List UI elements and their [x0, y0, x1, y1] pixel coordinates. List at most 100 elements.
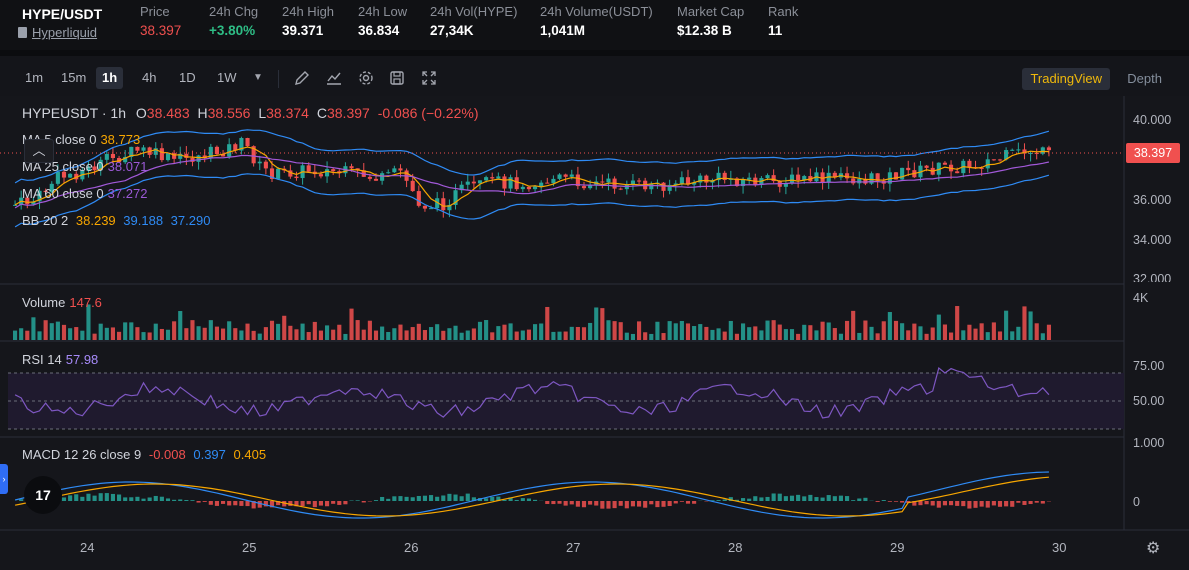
macd-histogram-bar: [967, 501, 972, 509]
settings-icon[interactable]: [358, 70, 374, 86]
volume-bar: [832, 328, 837, 340]
volume-bar: [728, 320, 733, 340]
volume-bar: [637, 321, 642, 340]
candle-body: [239, 138, 244, 151]
ma60-label: MA 60 close 0: [22, 186, 104, 201]
source-link[interactable]: Hyperliquid: [18, 25, 97, 40]
candle-body: [398, 168, 403, 171]
gear-icon[interactable]: ⚙: [1146, 540, 1161, 557]
interval-1d[interactable]: 1D: [179, 70, 196, 85]
volume-bar: [410, 327, 415, 340]
macd-histogram-bar: [887, 501, 892, 502]
macd-histogram-bar: [453, 494, 458, 501]
candle-body: [61, 171, 67, 178]
candle-body: [135, 146, 140, 151]
bb-upper-value: 39.188: [123, 213, 164, 228]
candle-body: [74, 173, 79, 180]
volume-bar: [679, 320, 684, 340]
candle-body: [997, 159, 1003, 161]
candle-body: [331, 169, 336, 172]
side-panel-toggle[interactable]: ›: [0, 464, 8, 494]
macd-histogram-bar: [208, 501, 213, 505]
volume-bar: [306, 332, 311, 340]
stat-label: Market Cap: [677, 4, 745, 19]
macd-histogram-bar: [557, 501, 562, 504]
candle-body: [563, 174, 568, 177]
interval-1w[interactable]: 1W: [217, 70, 237, 85]
volume-bar: [386, 331, 391, 340]
bb-lower-value: 37.290: [170, 213, 211, 228]
ma60-legend[interactable]: MA 60 close 0 37.272: [22, 186, 147, 201]
candle-body: [1010, 149, 1015, 151]
volume-bar: [496, 326, 501, 340]
candle-body: [484, 177, 489, 181]
volume-bar: [251, 330, 256, 340]
candle-body: [129, 146, 134, 157]
candle-body: [1046, 147, 1051, 151]
macd-histogram-bar: [141, 498, 146, 501]
save-icon[interactable]: [389, 70, 405, 86]
fullscreen-icon[interactable]: [421, 70, 437, 86]
collapse-legend-button[interactable]: ︿: [24, 139, 54, 163]
candle-body: [1022, 149, 1027, 154]
macd-histogram-bar: [386, 498, 391, 501]
macd-histogram-bar: [949, 501, 954, 506]
ticker-bar: HYPE/USDT Hyperliquid Price 38.397 24h C…: [0, 0, 1189, 50]
interval-1h[interactable]: 1h: [96, 67, 124, 89]
candle-body: [820, 172, 825, 182]
chevron-down-icon[interactable]: ▼: [253, 72, 263, 83]
macd-histogram-bar: [502, 499, 507, 501]
macd-histogram-bar: [734, 499, 739, 501]
candle-body: [227, 144, 232, 157]
macd-histogram-bar: [227, 501, 232, 506]
depth-tab[interactable]: Depth: [1127, 71, 1162, 86]
toolbar-divider: [278, 70, 279, 88]
volume-bar: [789, 329, 795, 340]
volume-bar: [312, 321, 317, 340]
high-value: 38.556: [207, 105, 251, 121]
bb-legend[interactable]: BB 20 2 38.239 39.188 37.290: [22, 213, 210, 228]
tradingview-logo[interactable]: 17: [24, 476, 62, 514]
candle-body: [184, 153, 189, 158]
interval-15m[interactable]: 15m: [61, 70, 87, 85]
date-axis-label: 30: [1052, 540, 1067, 555]
macd-histogram-bar: [875, 501, 880, 502]
volume-bar: [661, 333, 666, 340]
macd-histogram-bar: [92, 495, 97, 501]
volume-bar: [465, 330, 470, 340]
macd-legend[interactable]: MACD 12 26 close 9 -0.008 0.397 0.405: [22, 447, 266, 462]
stat-market-cap: Market Cap $12.38 B: [677, 4, 744, 38]
volume-bar: [722, 331, 727, 340]
candle-body: [704, 175, 709, 183]
macd-histogram-bar: [673, 501, 678, 504]
volume-bar: [49, 323, 54, 340]
candle-body: [918, 165, 923, 178]
open-label: O: [135, 105, 147, 121]
interval-4h[interactable]: 4h: [142, 70, 157, 85]
volume-bar: [796, 333, 801, 340]
volume-legend[interactable]: Volume 147.6: [22, 295, 102, 310]
macd-histogram-bar: [789, 495, 795, 501]
macd-histogram-bar: [918, 501, 923, 506]
symbol-title[interactable]: HYPE/USDT: [22, 6, 103, 22]
volume-bar: [239, 330, 244, 340]
candle-body: [233, 144, 238, 151]
source-label[interactable]: Hyperliquid: [32, 25, 98, 40]
volume-bar: [294, 329, 299, 340]
rsi-legend[interactable]: RSI 14 57.98: [22, 352, 98, 367]
macd-histogram-bar: [692, 501, 697, 504]
candle-body: [502, 176, 507, 189]
volume-axis-label: 4K: [1133, 291, 1149, 305]
macd-histogram-bar: [667, 501, 672, 507]
candle-body: [747, 177, 752, 180]
volume-bar: [325, 325, 330, 340]
macd-histogram-bar: [618, 501, 623, 506]
draw-icon[interactable]: [294, 70, 310, 86]
tradingview-tab[interactable]: TradingView: [1022, 68, 1110, 90]
macd-histogram-bar: [588, 501, 593, 505]
interval-1m[interactable]: 1m: [25, 70, 44, 85]
indicator-icon[interactable]: [326, 70, 342, 86]
macd-histogram-bar: [221, 501, 226, 504]
volume-bar: [991, 322, 996, 340]
